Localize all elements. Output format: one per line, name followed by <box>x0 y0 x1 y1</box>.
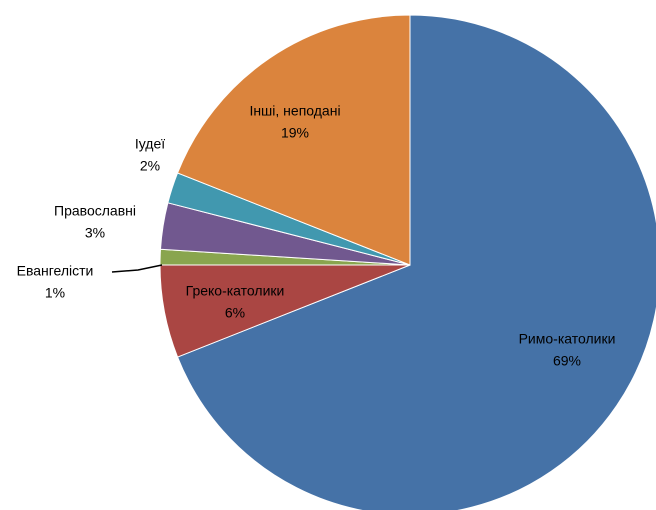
slice-label: Інші, неподані <box>249 103 340 119</box>
slice-label: Греко-католики <box>186 283 285 299</box>
slice-value-label: 1% <box>45 285 65 301</box>
pie-slice <box>176 14 656 510</box>
slice-value-label: 3% <box>85 225 105 241</box>
labels: Римо-католики 69% Греко-католики 6% Евангелі… <box>17 103 616 369</box>
slice-label: Евангелісти <box>17 263 94 279</box>
slice-label: Римо-католики <box>519 331 616 347</box>
pie <box>159 14 656 510</box>
leader-line <box>111 264 163 273</box>
pie-slice <box>176 14 411 266</box>
slice-value-label: 6% <box>225 305 245 321</box>
slice-label: Православні <box>54 203 136 219</box>
slice-value-label: 2% <box>140 158 160 174</box>
slice-value-label: 19% <box>281 125 309 141</box>
slice-value-label: 69% <box>553 353 581 369</box>
slice-label: Іудеї <box>135 136 165 152</box>
